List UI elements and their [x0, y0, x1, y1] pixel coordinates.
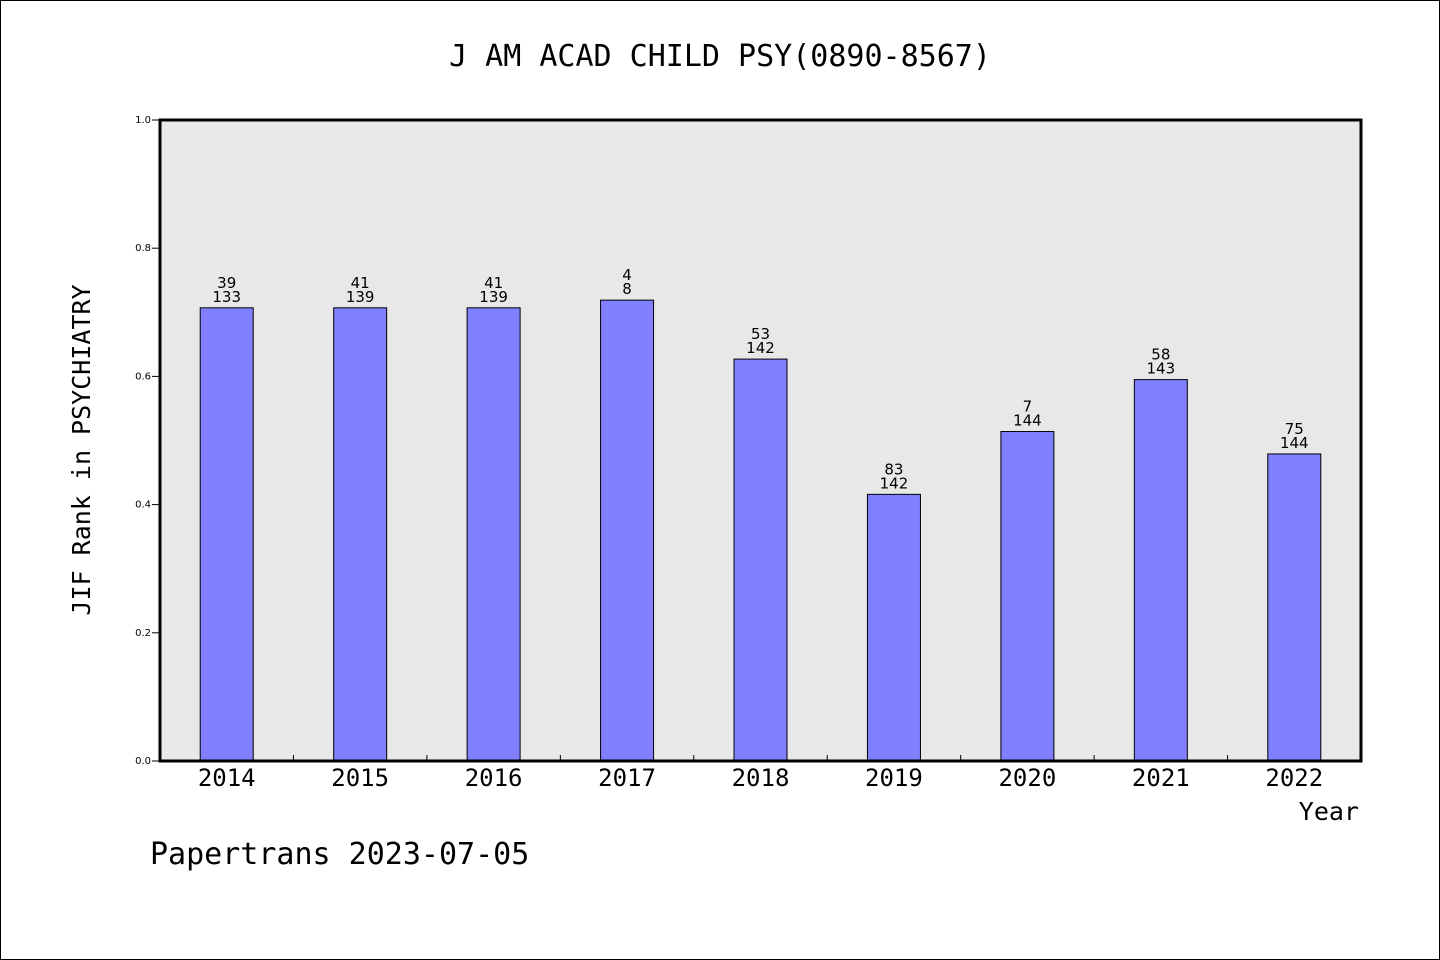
y-axis-label: JIF Rank in PSYCHIATRY [67, 284, 96, 615]
bar-label-rank: 41 [484, 274, 503, 292]
footer-credit: Papertrans 2023-07-05 [150, 837, 529, 872]
bar [733, 358, 788, 762]
x-axis: 2014 2015 2016 2017 2018 2019 2020 2021 2022 [198, 755, 1323, 792]
bar [1000, 431, 1055, 762]
bar-label-rank: 41 [351, 274, 370, 292]
bar [866, 493, 921, 762]
x-tick-label: 2019 [865, 764, 923, 792]
x-tick-label: 2014 [198, 764, 256, 792]
bar-label-rank: 75 [1285, 420, 1304, 438]
x-tick-label: 2016 [465, 764, 523, 792]
bar-label-rank: 58 [1151, 346, 1170, 364]
y-tick-label: 0.6 [135, 371, 151, 382]
x-tick-label: 2015 [331, 764, 389, 792]
bar-label-total: 144 [1013, 412, 1042, 430]
bars-group: 3913341139411394853142831427144581437514… [199, 266, 1322, 762]
bar-label-total: 142 [880, 474, 909, 492]
bar-label-total: 139 [479, 288, 508, 306]
bar-label-rank: 39 [217, 274, 236, 292]
x-tick-label: 2018 [732, 764, 790, 792]
x-tick-label: 2021 [1132, 764, 1190, 792]
bar-label-total: 139 [346, 288, 375, 306]
y-tick-label: 0.4 [135, 500, 151, 511]
bar-label-rank: 7 [1023, 398, 1033, 416]
y-tick-label: 0.2 [135, 628, 151, 639]
bar-label-rank: 53 [751, 325, 770, 343]
bar-label-total: 144 [1280, 434, 1309, 452]
y-tick-label: 0.8 [135, 243, 151, 254]
bar [600, 299, 655, 762]
plot-border [158, 118, 1363, 763]
bar-label-rank: 83 [884, 460, 903, 478]
x-tick-label: 2022 [1265, 764, 1323, 792]
bar-label-total: 143 [1147, 360, 1176, 378]
bar-label-total: 8 [622, 280, 632, 298]
chart-title: J AM ACAD CHILD PSY(0890-8567) [449, 39, 991, 74]
bar-label-rank: 4 [622, 266, 632, 284]
bar [466, 307, 521, 762]
y-tick-label: 0.0 [135, 756, 151, 767]
x-tick-label: 2017 [598, 764, 656, 792]
bar-label-total: 142 [746, 339, 775, 357]
bar [1133, 379, 1188, 762]
x-tick-label: 2020 [998, 764, 1056, 792]
y-axis: 0.0 0.2 0.4 0.6 0.8 1.0 [135, 115, 160, 767]
x-axis-label: Year [1299, 797, 1359, 826]
bar [1267, 453, 1322, 762]
y-tick-label: 1.0 [135, 115, 151, 126]
bar [199, 307, 254, 762]
bar [333, 307, 388, 762]
bar-label-total: 133 [212, 288, 241, 306]
